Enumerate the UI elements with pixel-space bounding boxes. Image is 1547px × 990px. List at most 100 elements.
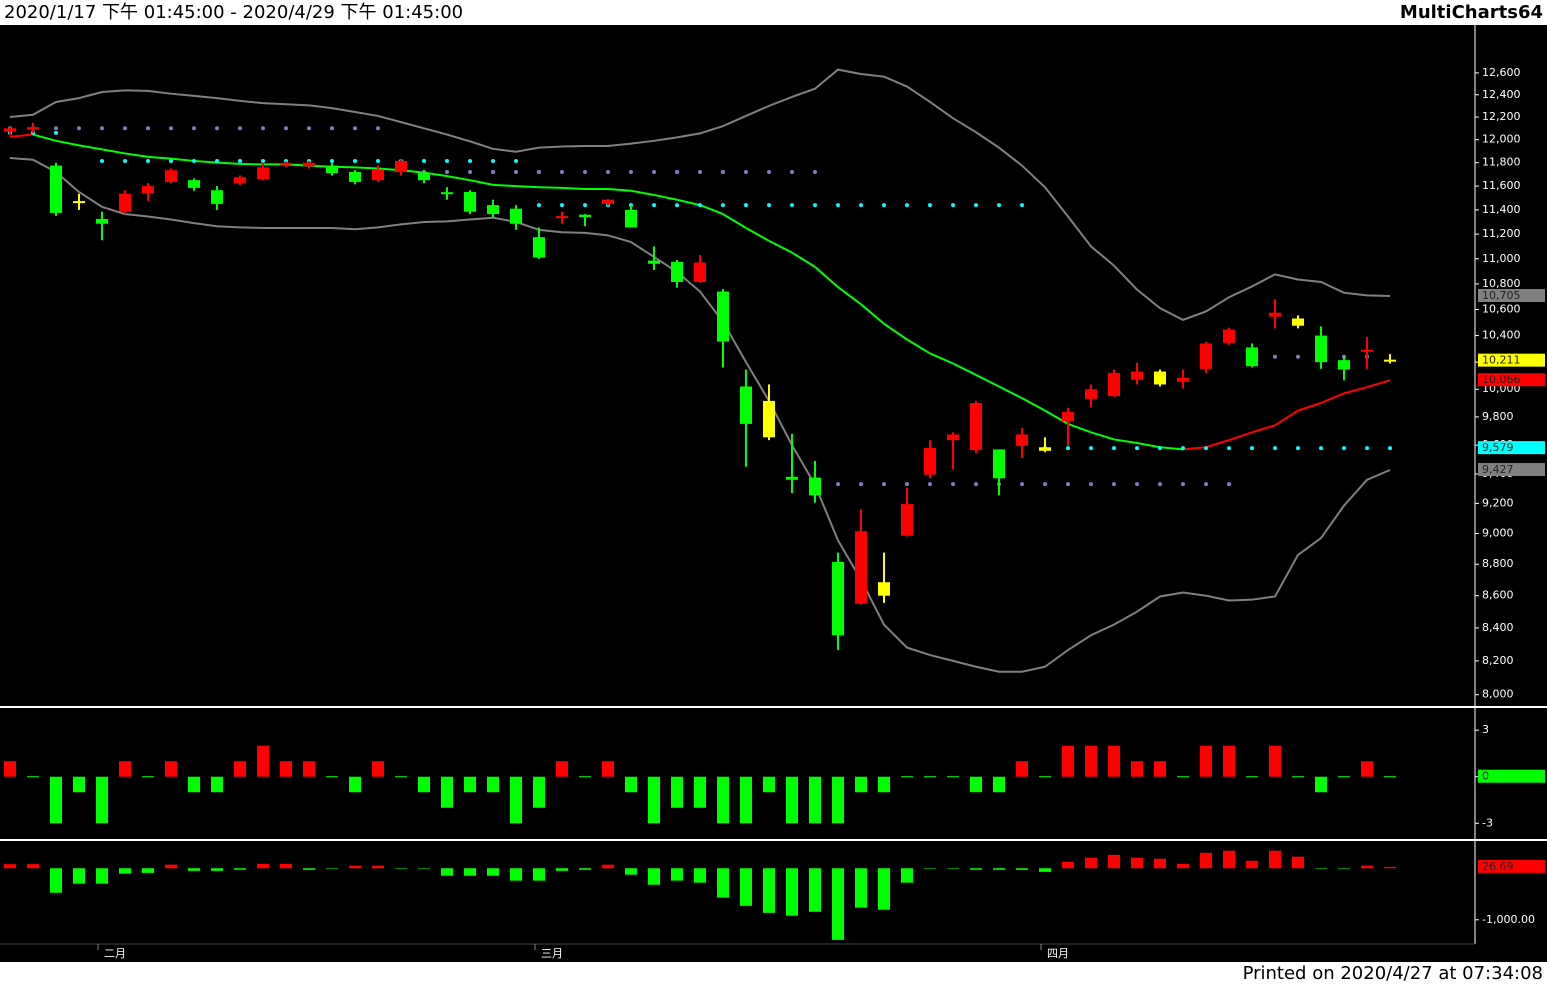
x-tick-label: 四月 xyxy=(1047,947,1069,960)
bar xyxy=(947,868,959,869)
y-tick-label: -3 xyxy=(1482,816,1493,829)
candle-body xyxy=(556,216,568,219)
bar xyxy=(165,761,177,777)
candle-body xyxy=(510,208,522,224)
y-tick-label: 11,800 xyxy=(1482,156,1521,169)
level-dot xyxy=(100,126,104,131)
y-tick-label: 8,200 xyxy=(1482,654,1514,667)
price-tag xyxy=(1478,353,1545,367)
average-line xyxy=(768,239,793,254)
level-dot xyxy=(882,482,886,487)
level-dot xyxy=(1158,482,1162,487)
candle-body xyxy=(671,261,683,282)
band-line xyxy=(9,68,1391,321)
y-tick-label: 3 xyxy=(1482,723,1489,736)
average-line xyxy=(1228,431,1253,442)
level-dot xyxy=(836,482,840,487)
bar xyxy=(211,868,223,871)
level-dot xyxy=(836,203,840,208)
level-dot xyxy=(675,169,679,174)
y-tick-label: -1,000.00 xyxy=(1482,913,1535,926)
y-tick-label: 12,600 xyxy=(1482,66,1521,79)
date-range: 2020/1/17 下午 01:45:00 - 2020/4/29 下午 01:… xyxy=(4,2,463,23)
bar xyxy=(855,776,867,793)
level-dot xyxy=(445,169,449,174)
average-line xyxy=(906,338,931,355)
bar xyxy=(1131,857,1143,869)
y-tick-label: 9,000 xyxy=(1482,526,1514,539)
bar xyxy=(786,776,798,824)
level-dot xyxy=(491,158,495,163)
chart-area xyxy=(0,25,1547,962)
bar xyxy=(1315,776,1327,793)
candle-body xyxy=(993,449,1005,479)
candle-body xyxy=(326,165,338,174)
bar xyxy=(579,868,591,870)
bar xyxy=(1108,745,1120,777)
bar xyxy=(50,868,62,893)
level-dot xyxy=(123,126,127,131)
bar xyxy=(671,776,683,808)
candle-body xyxy=(1246,347,1258,367)
average-line xyxy=(745,227,770,242)
y-tick-label: 10,600 xyxy=(1482,302,1521,315)
value-tag xyxy=(1478,859,1545,873)
level-dot xyxy=(261,158,265,163)
level-dot xyxy=(1112,446,1116,451)
bar xyxy=(625,776,637,793)
level-dot xyxy=(1112,482,1116,487)
level-dot xyxy=(307,126,311,131)
level-dot xyxy=(169,126,173,131)
bar xyxy=(418,776,430,793)
bar xyxy=(303,868,315,870)
bar xyxy=(671,868,683,881)
bar xyxy=(418,868,430,869)
candle-body xyxy=(1177,377,1189,382)
candle-body xyxy=(280,162,292,165)
bar xyxy=(1269,850,1281,869)
level-dot xyxy=(1158,446,1162,451)
bar xyxy=(556,761,568,777)
bar xyxy=(993,776,1005,793)
candle-body xyxy=(648,260,660,264)
candle-body xyxy=(809,477,821,496)
candle-body xyxy=(579,214,591,218)
level-dot xyxy=(1388,446,1392,451)
bar xyxy=(441,868,453,876)
level-dot xyxy=(997,203,1001,208)
level-dot xyxy=(951,203,955,208)
bar xyxy=(372,761,384,777)
level-dot xyxy=(123,158,127,163)
bar xyxy=(349,776,361,793)
bar xyxy=(487,776,499,793)
candle-body xyxy=(855,531,867,604)
bar xyxy=(740,868,752,906)
level-dot xyxy=(905,482,909,487)
candle-body xyxy=(142,186,154,194)
level-dot xyxy=(100,158,104,163)
level-dot xyxy=(192,158,196,163)
average-line xyxy=(515,185,540,189)
x-tick-label: 三月 xyxy=(541,947,563,960)
bar xyxy=(165,864,177,869)
bar xyxy=(878,776,890,793)
bar xyxy=(464,776,476,793)
candle-body xyxy=(4,128,16,132)
level-dot xyxy=(974,482,978,487)
level-dot xyxy=(1342,446,1346,451)
level-dot xyxy=(721,169,725,174)
bar xyxy=(717,776,729,824)
value-tag-label: 26.69 xyxy=(1482,860,1514,873)
candle-body xyxy=(947,434,959,441)
candle-body xyxy=(1292,318,1304,326)
bar xyxy=(878,868,890,910)
average-line xyxy=(193,159,218,164)
level-dot xyxy=(54,130,58,135)
bar xyxy=(832,776,844,824)
average-line xyxy=(492,183,517,188)
y-tick-label: 12,200 xyxy=(1482,110,1521,123)
level-dot xyxy=(422,158,426,163)
level-dot xyxy=(583,169,587,174)
level-dot xyxy=(859,203,863,208)
bar xyxy=(1223,745,1235,777)
